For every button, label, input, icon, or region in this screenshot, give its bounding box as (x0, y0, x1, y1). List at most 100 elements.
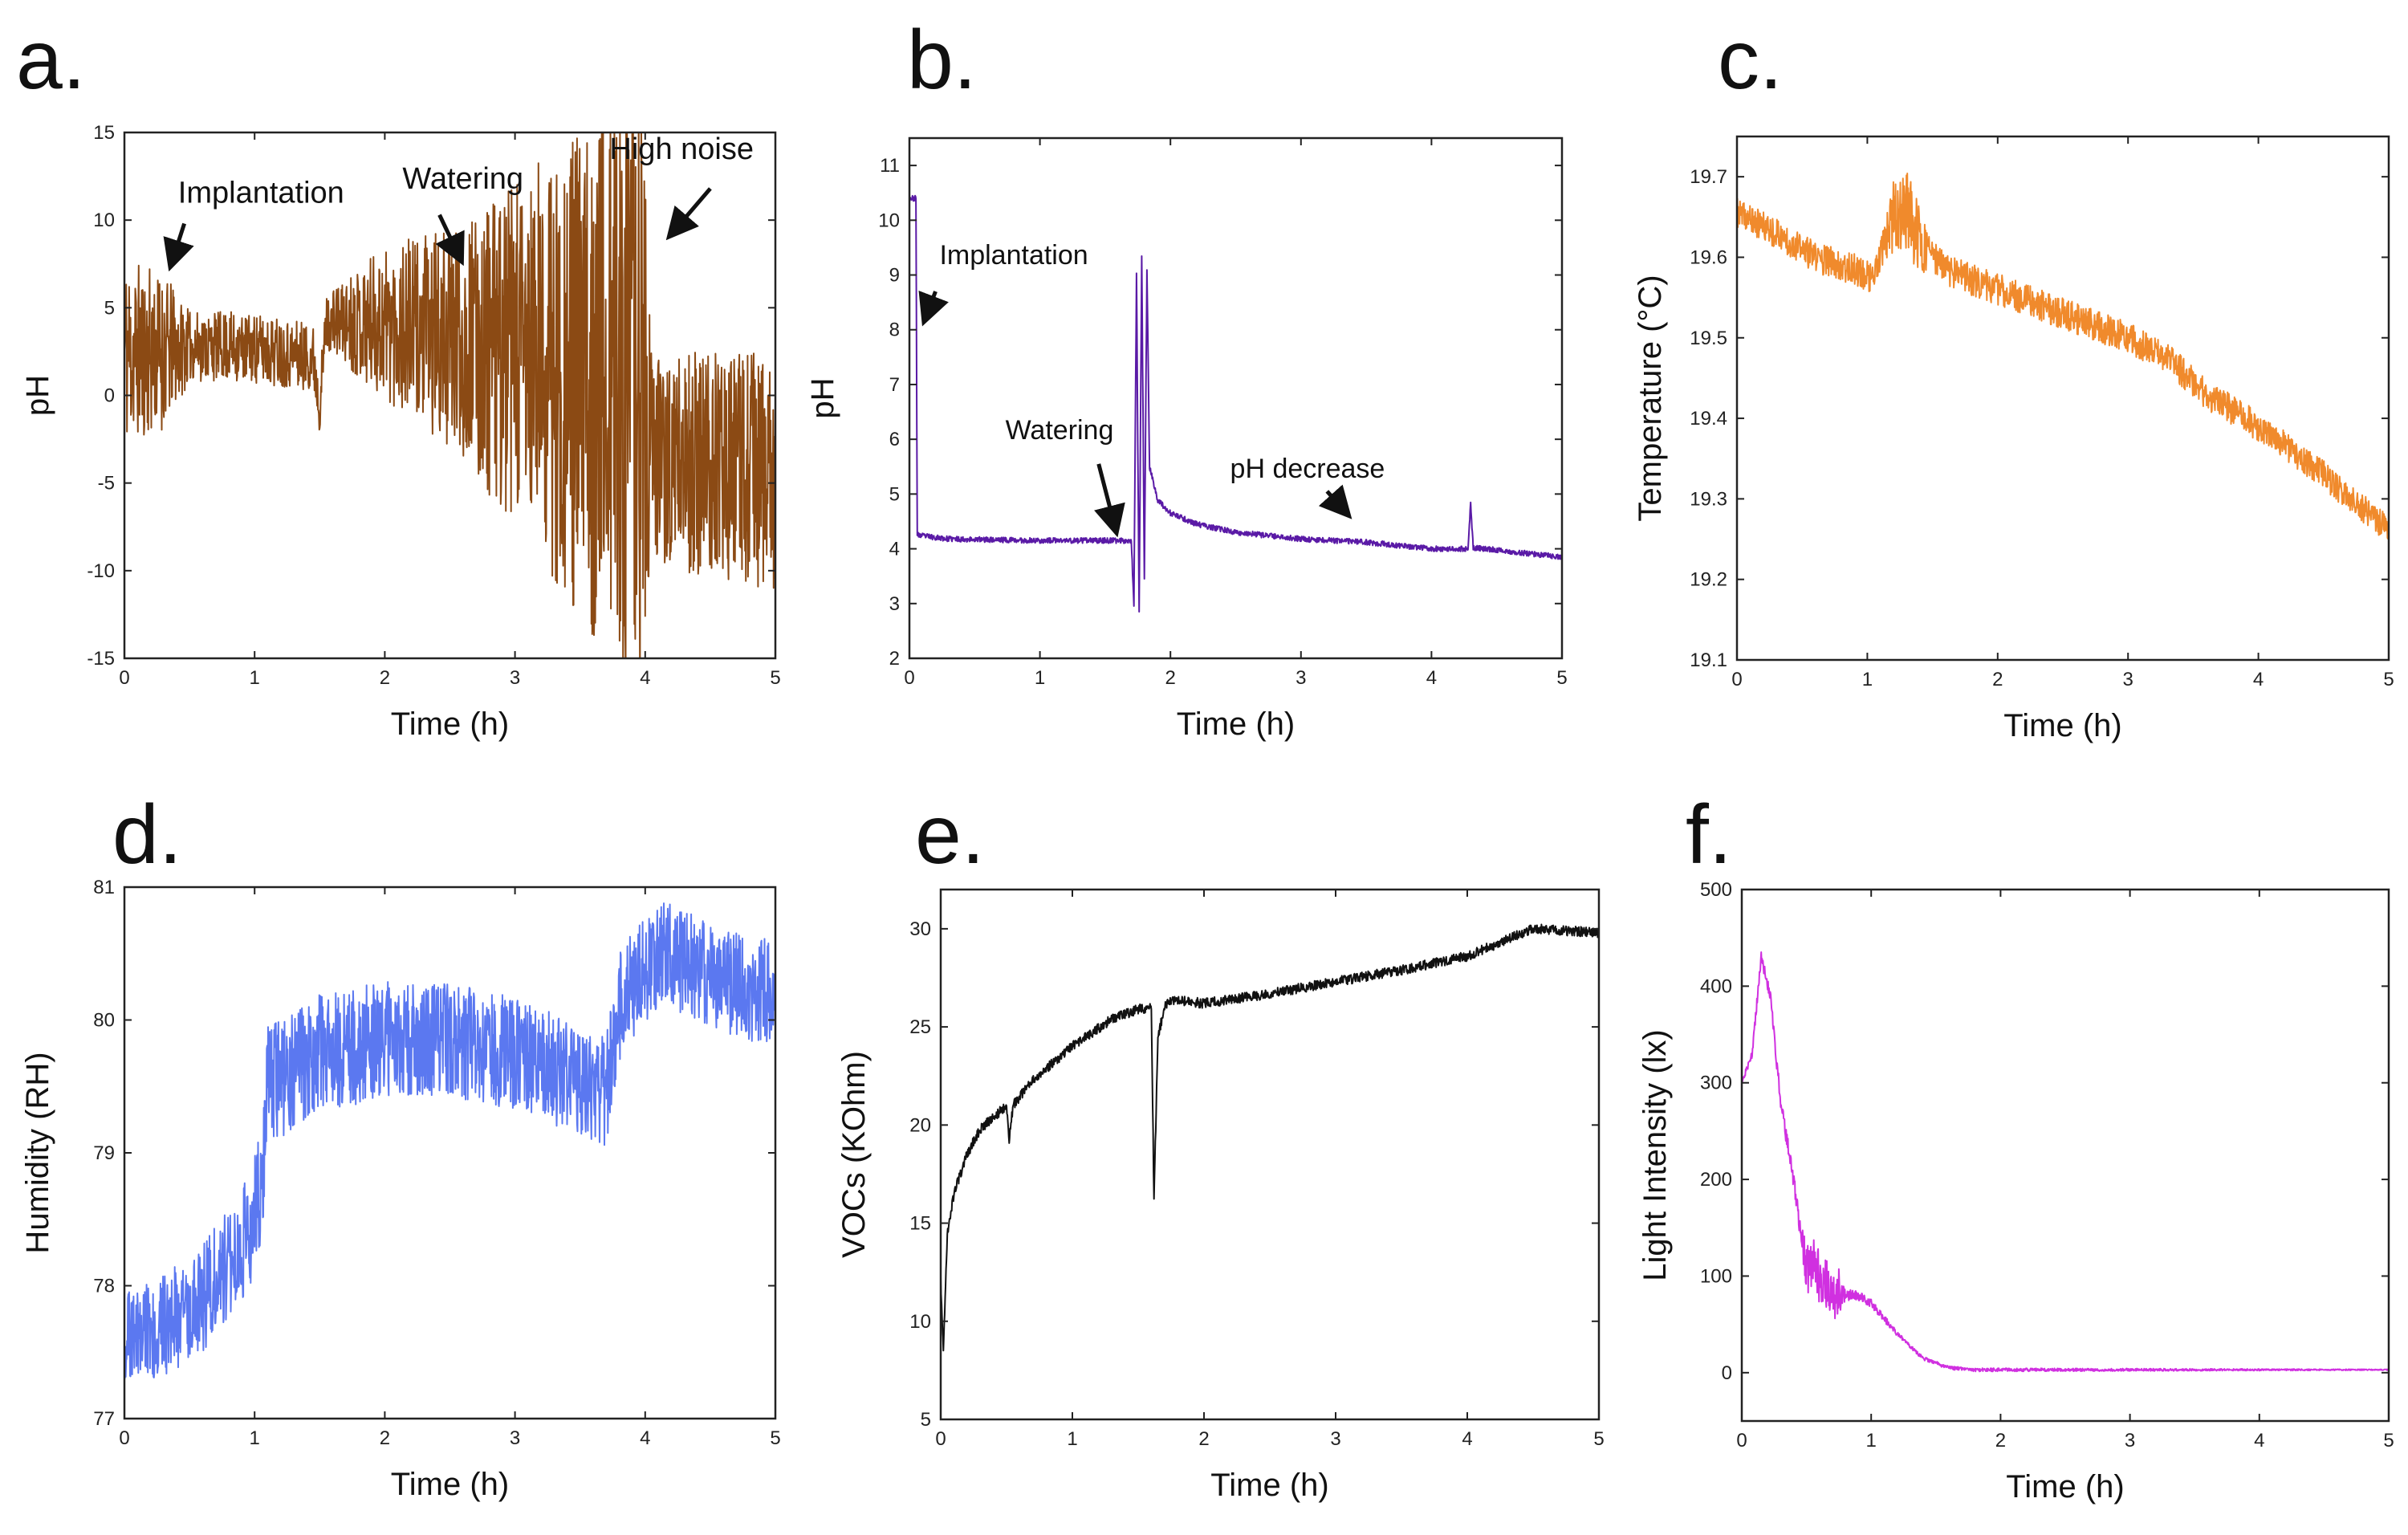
y-tick-label-b: 6 (889, 429, 900, 450)
series-line-d-0 (124, 902, 775, 1380)
x-tick-label-f: 1 (1866, 1430, 1877, 1452)
x-tick-label-d: 3 (510, 1427, 520, 1449)
arrow-icon (918, 290, 949, 327)
x-tick-label-e: 1 (1067, 1428, 1077, 1450)
y-tick-label-c: 19.4 (1690, 408, 1727, 430)
y-axis-title-c: Temperature (°C) (1633, 275, 1668, 521)
x-tick-label-a: 4 (640, 667, 650, 689)
arrow-icon (1094, 463, 1125, 538)
annotation-a-0: Implantation (178, 176, 344, 210)
arrow-icon (665, 187, 712, 241)
x-axis-title-e: Time (h) (1210, 1468, 1328, 1503)
y-tick-label-b: 10 (878, 210, 900, 231)
y-tick-label-b: 7 (889, 374, 900, 396)
x-tick-label-f: 3 (2125, 1430, 2135, 1452)
panel-label-b: b. (907, 14, 977, 107)
x-tick-label-b: 2 (1165, 667, 1176, 689)
y-tick-label-e: 5 (921, 1409, 931, 1431)
y-tick-label-d: 79 (93, 1142, 115, 1164)
plot-frame-f (1740, 888, 2390, 1423)
y-tick-label-f: 500 (1700, 879, 1732, 901)
y-axis-title-e: VOCs (KOhm) (836, 1051, 872, 1258)
y-tick-label-b: 3 (889, 593, 900, 615)
y-tick-label-c: 19.2 (1690, 569, 1727, 591)
y-tick-label-f: 100 (1700, 1265, 1732, 1287)
x-tick-label-d: 0 (119, 1427, 129, 1449)
plot-frame-c (1735, 135, 2390, 662)
y-tick-label-b: 4 (889, 539, 900, 560)
x-axis-title-f: Time (h) (2006, 1469, 2124, 1504)
y-tick-label-e: 25 (909, 1016, 931, 1038)
y-tick-label-e: 10 (909, 1311, 931, 1333)
y-axis-title-a: pH (20, 375, 55, 416)
x-tick-label-d: 4 (640, 1427, 650, 1449)
y-tick-label-e: 30 (909, 918, 931, 940)
panel-label-d: d. (112, 788, 182, 882)
x-tick-label-a: 0 (119, 667, 129, 689)
annotation-b-1: Watering (1006, 415, 1114, 446)
annotation-b-0: Implantation (939, 240, 1088, 271)
x-tick-label-f: 0 (1736, 1430, 1747, 1452)
x-tick-label-f: 4 (2254, 1430, 2264, 1452)
y-axis-title-d: Humidity (RH) (20, 1052, 55, 1253)
y-tick-label-f: 400 (1700, 975, 1732, 997)
x-tick-label-b: 0 (904, 667, 914, 689)
x-tick-label-b: 4 (1426, 667, 1437, 689)
y-tick-label-f: 200 (1700, 1169, 1732, 1191)
series-line-e-0 (941, 923, 1599, 1352)
x-tick-label-b: 3 (1296, 667, 1306, 689)
y-tick-label-a: -15 (87, 648, 115, 670)
y-tick-label-d: 77 (93, 1408, 115, 1430)
panel-label-f: f. (1686, 788, 1732, 882)
panel-b: b. 0 1 2 3 4 5 2 3 4 5 6 7 8 9 10 11 Time (h) pH Implantati… (805, 14, 1568, 742)
x-axis-title-b: Time (h) (1177, 706, 1295, 742)
x-tick-label-a: 3 (510, 667, 520, 689)
x-tick-label-c: 2 (1992, 669, 2003, 690)
series-line-b-0 (909, 194, 1562, 613)
y-tick-label-f: 300 (1700, 1073, 1732, 1094)
arrow-icon (163, 222, 194, 272)
x-tick-label-e: 5 (1593, 1428, 1604, 1450)
x-tick-label-c: 5 (2383, 669, 2394, 690)
y-tick-label-c: 19.3 (1690, 488, 1727, 510)
annotation-a-1: Watering (402, 162, 523, 196)
y-tick-label-a: 15 (93, 122, 115, 144)
y-tick-label-a: -5 (98, 473, 115, 495)
x-tick-label-d: 2 (380, 1427, 390, 1449)
x-tick-label-a: 2 (380, 667, 390, 689)
panel-label-c: c. (1718, 14, 1783, 107)
x-tick-label-f: 5 (2383, 1430, 2394, 1452)
x-axis-title-d: Time (h) (391, 1467, 509, 1502)
arrow-icon (1318, 484, 1352, 519)
x-tick-label-d: 5 (770, 1427, 780, 1449)
y-tick-label-b: 2 (889, 648, 900, 670)
annotation-a-2: High noise (609, 132, 754, 166)
x-tick-label-e: 4 (1462, 1428, 1472, 1450)
x-tick-label-d: 1 (250, 1427, 260, 1449)
y-tick-label-e: 20 (909, 1114, 931, 1136)
y-tick-label-c: 19.7 (1690, 166, 1727, 188)
x-axis-title-a: Time (h) (391, 706, 509, 742)
x-tick-label-f: 2 (1995, 1430, 2006, 1452)
y-axis-title-b: pH (805, 377, 840, 418)
panel-d: d. 0 1 2 3 4 5 77 78 79 80 81 Time (h) Humidity (RH) (20, 788, 781, 1502)
y-tick-label-d: 78 (93, 1276, 115, 1297)
y-tick-label-a: 0 (104, 385, 115, 407)
panel-label-e: e. (915, 788, 985, 882)
annotation-b-2: pH decrease (1230, 454, 1385, 484)
series-line-a-0 (124, 132, 775, 658)
panel-c: c. 0 1 2 3 4 5 19.1 19.2 19.3 19.4 19.5 19.6 19.7 Time… (1633, 14, 2394, 743)
panel-e: e. 0 1 2 3 4 5 5 10 15 20 25 30 Time (h) VOCs (KOhm) (836, 788, 1605, 1503)
x-tick-label-c: 1 (1862, 669, 1873, 690)
y-axis-title-f: Light Intensity (lx) (1637, 1029, 1673, 1281)
arrow-icon (435, 214, 465, 267)
x-tick-label-a: 5 (770, 667, 780, 689)
y-tick-label-d: 81 (93, 877, 115, 898)
plot-frame-b (908, 136, 1564, 660)
y-tick-label-b: 5 (889, 483, 900, 505)
y-tick-label-e: 15 (909, 1213, 931, 1235)
y-tick-label-c: 19.6 (1690, 246, 1727, 268)
y-tick-label-d: 80 (93, 1010, 115, 1032)
panel-f: f. 0 1 2 3 4 5 0 100 200 300 400 500 Time (h) Light In… (1637, 788, 2394, 1504)
